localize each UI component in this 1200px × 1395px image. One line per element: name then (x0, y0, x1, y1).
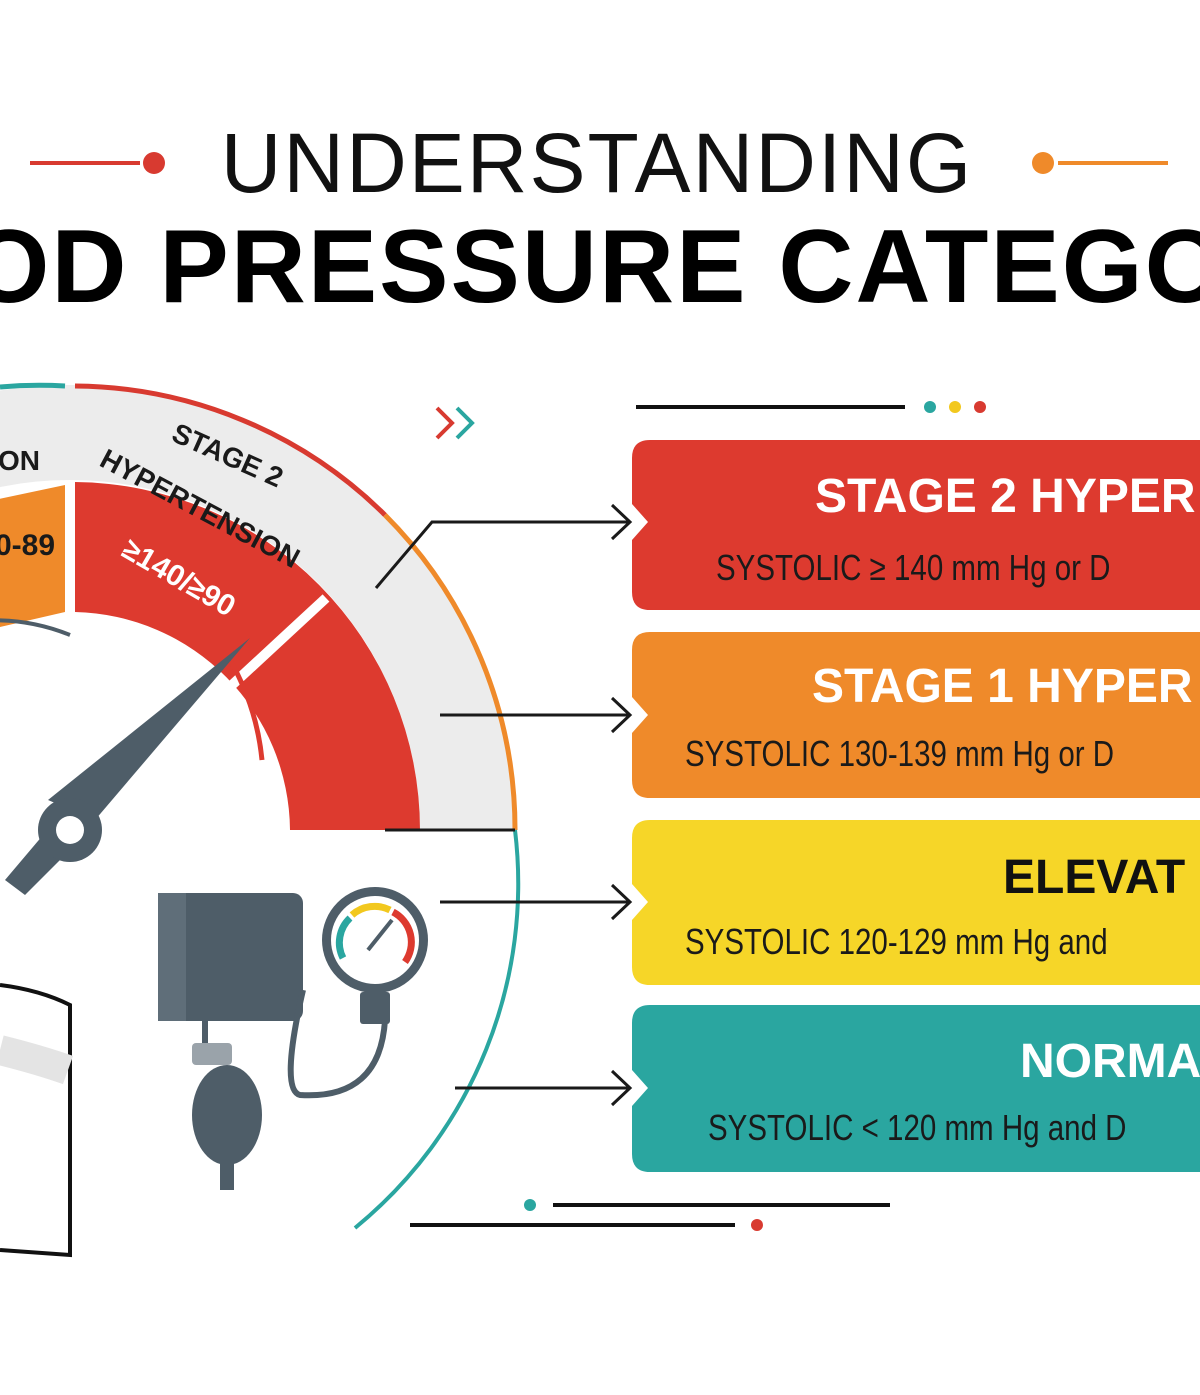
title: UNDERSTANDING (221, 116, 973, 210)
dot (924, 401, 936, 413)
title-dot (143, 152, 165, 174)
gauge-segment-red (75, 482, 420, 830)
connector-arrow (440, 696, 633, 734)
cuff-strap (158, 893, 186, 1021)
card-title: STAGE 2 HYPER (815, 470, 1196, 523)
ring-accent (74, 383, 387, 517)
card-title: STAGE 1 HYPER (812, 660, 1193, 713)
dial-stem (360, 992, 390, 1024)
ring-accent (0, 382, 66, 390)
subtitle: OD PRESSURE CATEGO (0, 209, 1200, 325)
dial-arc (391, 908, 415, 965)
bulb (192, 1065, 262, 1165)
chevron (435, 406, 455, 440)
title-dot (1032, 152, 1054, 174)
segment-divider (228, 594, 330, 689)
card: ELEVAT SYSTOLIC 120-129 mm Hg and (632, 820, 1200, 985)
bulb-end (220, 1160, 234, 1190)
gauge-segment-orange (0, 485, 65, 627)
card: STAGE 2 HYPER SYSTOLIC ≥ 140 mm Hg or D (632, 440, 1200, 610)
ring-accent (353, 829, 521, 1230)
dial-arc (335, 915, 353, 960)
dot (524, 1199, 536, 1211)
needle-pivot-hole (56, 816, 84, 844)
cuff (158, 893, 303, 1021)
gauge-range: 0-89 (0, 529, 55, 562)
chevron (455, 406, 475, 440)
connector-arrow (385, 828, 633, 921)
card-background (632, 1005, 1200, 1172)
gauge-ring (0, 385, 515, 830)
dot (751, 1219, 763, 1231)
card: NORMA SYSTOLIC < 120 mm Hg and D (632, 1005, 1200, 1172)
dot (974, 401, 986, 413)
ring-accent (383, 513, 518, 831)
card-title: ELEVAT (1003, 851, 1185, 904)
bp-device (158, 887, 428, 1190)
needle (48, 638, 250, 820)
card-background (632, 820, 1200, 985)
card-detail: SYSTOLIC ≥ 140 mm Hg or D (716, 547, 1110, 587)
inner-arc (0, 618, 71, 637)
card-background (632, 632, 1200, 798)
dot (949, 401, 961, 413)
card: STAGE 1 HYPER SYSTOLIC 130-139 mm Hg or … (632, 632, 1200, 798)
gauge-label: ON (0, 445, 40, 476)
card-title: NORMA (1020, 1035, 1200, 1088)
card-detail: SYSTOLIC 120-129 mm Hg and (685, 921, 1108, 961)
dial-arc (349, 902, 392, 918)
card-detail: SYSTOLIC 130-139 mm Hg or D (685, 733, 1114, 773)
cuff-panel (0, 983, 72, 1258)
connector-arrow (374, 503, 633, 589)
cuff-shade (0, 1035, 74, 1085)
inner-accent (227, 658, 265, 761)
card-background (632, 440, 1200, 610)
connector-arrow (455, 1069, 633, 1107)
card-detail: SYSTOLIC < 120 mm Hg and D (708, 1107, 1126, 1147)
dial-needle (366, 918, 394, 952)
valve (192, 1043, 232, 1065)
gauge: ON 0-89 STAGE 2 HYPERTENSION ≥140/≥90 (0, 382, 521, 1258)
